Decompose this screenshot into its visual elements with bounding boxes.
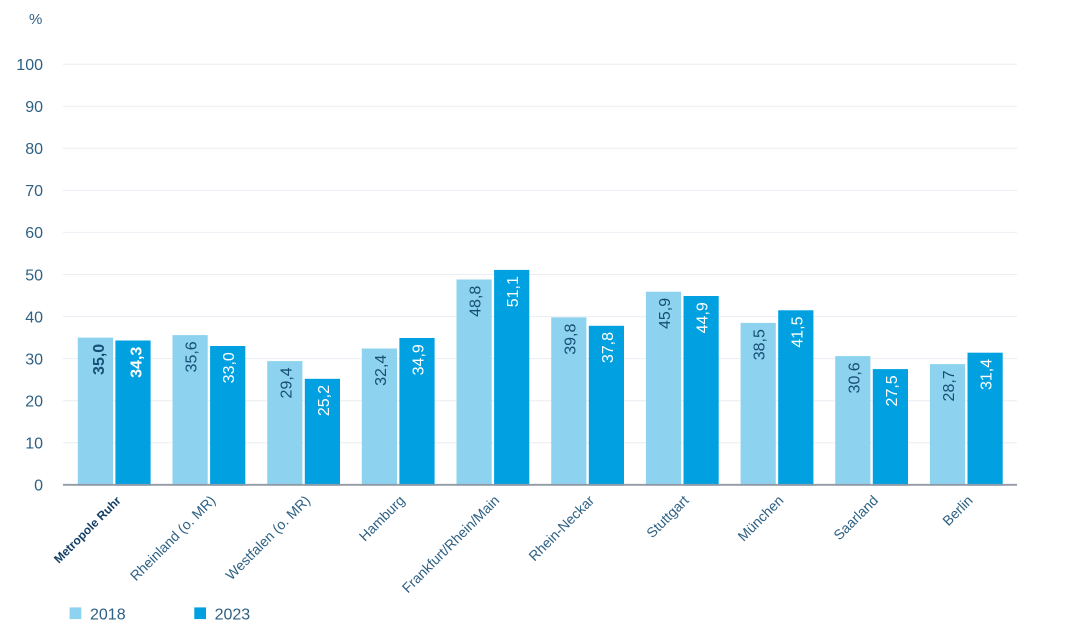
svg-text:35,6: 35,6	[184, 341, 201, 372]
svg-text:80: 80	[25, 141, 43, 158]
svg-text:25,2: 25,2	[316, 385, 333, 416]
svg-text:28,7: 28,7	[941, 370, 958, 401]
svg-text:32,4: 32,4	[373, 355, 390, 386]
svg-text:44,9: 44,9	[695, 302, 712, 333]
svg-text:50: 50	[25, 267, 43, 284]
svg-text:90: 90	[25, 99, 43, 116]
svg-text:41,5: 41,5	[789, 316, 806, 347]
svg-text:40: 40	[25, 309, 43, 326]
svg-text:20: 20	[25, 394, 43, 411]
svg-text:39,8: 39,8	[562, 323, 579, 354]
svg-text:100: 100	[16, 57, 43, 74]
svg-text:30: 30	[25, 351, 43, 368]
svg-text:34,3: 34,3	[129, 347, 146, 378]
svg-text:34,9: 34,9	[411, 344, 428, 375]
svg-text:35,0: 35,0	[91, 344, 108, 375]
svg-text:33,0: 33,0	[221, 352, 238, 383]
svg-text:30,6: 30,6	[846, 362, 863, 393]
svg-text:29,4: 29,4	[278, 367, 295, 398]
svg-text:2018: 2018	[90, 606, 126, 623]
svg-text:60: 60	[25, 225, 43, 242]
svg-text:27,5: 27,5	[884, 375, 901, 406]
svg-text:10: 10	[25, 436, 43, 453]
svg-text:37,8: 37,8	[600, 332, 617, 363]
svg-text:51,1: 51,1	[505, 276, 522, 307]
svg-text:70: 70	[25, 183, 43, 200]
svg-text:0: 0	[34, 478, 43, 495]
svg-text:2023: 2023	[215, 606, 251, 623]
svg-text:48,8: 48,8	[468, 286, 485, 317]
svg-text:31,4: 31,4	[979, 359, 996, 390]
svg-text:38,5: 38,5	[752, 329, 769, 360]
svg-text:45,9: 45,9	[657, 298, 674, 329]
svg-text:%: %	[29, 11, 42, 28]
